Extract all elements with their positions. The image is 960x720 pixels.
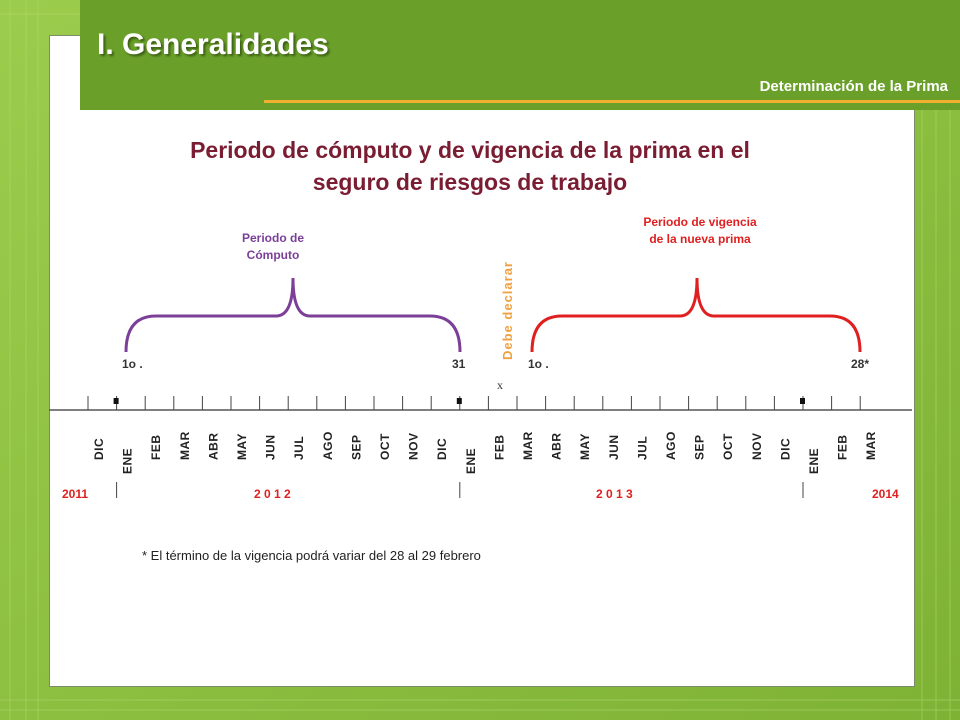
- computo-label-line-1: Periodo de: [241, 231, 304, 245]
- month-label: ENE: [464, 448, 478, 474]
- section-subtitle: Determinación de la Prima: [759, 78, 948, 95]
- vigencia-label-line-1: Periodo de vigencia: [643, 215, 757, 229]
- month-label: JUN: [607, 434, 621, 460]
- month-label: ENE: [807, 448, 821, 474]
- month-label: MAR: [521, 431, 535, 460]
- computo-end-marker: 31: [452, 357, 466, 371]
- year-separators: [116, 482, 804, 498]
- month-label: MAR: [864, 431, 878, 460]
- year-label-2011: 2011: [62, 487, 89, 501]
- month-label: JUN: [264, 434, 278, 460]
- year-start-marker: [456, 398, 462, 404]
- slide-title-line-1: Periodo de cómputo y de vigencia de la p…: [190, 137, 750, 163]
- content-panel: [49, 35, 915, 687]
- month-label: AGO: [321, 431, 335, 460]
- month-label: DIC: [778, 438, 792, 460]
- vigencia-end-marker: 28*: [851, 357, 870, 371]
- month-label: AGO: [664, 431, 678, 460]
- computo-start-marker: 1o .: [122, 357, 143, 371]
- month-label: DIC: [435, 438, 449, 460]
- vigencia-label-line-2: de la nueva prima: [649, 232, 751, 246]
- year-label-2012: 2 0 1 2: [254, 487, 291, 501]
- month-label: SEP: [349, 434, 363, 460]
- month-label: MAY: [578, 433, 592, 460]
- computo-label-line-2: Cómputo: [246, 248, 300, 262]
- header-bar: [80, 0, 960, 110]
- month-label: ABR: [206, 433, 220, 461]
- month-label: MAY: [235, 433, 249, 460]
- slide-title-line-2: seguro de riesgos de trabajo: [312, 169, 628, 195]
- year-start-marker: [800, 398, 805, 404]
- month-label: ABR: [550, 433, 564, 461]
- year-label-2013: 2 0 1 3: [596, 487, 633, 501]
- month-label: NOV: [750, 432, 764, 460]
- month-label: JUL: [635, 436, 649, 460]
- computo-brace: [124, 277, 462, 353]
- month-label: OCT: [378, 433, 392, 460]
- vigencia-start-marker: 1o .: [528, 357, 549, 371]
- debe-declarar-label: Debe declarar: [500, 261, 515, 360]
- debe-declarar-text: Debe declarar: [500, 261, 515, 360]
- year-label-2014: 2014: [872, 487, 899, 501]
- vigencia-period-label: Periodo de vigencia de la nueva prima: [610, 214, 790, 248]
- month-label: MAR: [178, 431, 192, 460]
- month-label: NOV: [407, 432, 421, 460]
- declaration-x-marker: x: [497, 378, 503, 392]
- month-label: FEB: [492, 435, 506, 461]
- header-accent-line: [264, 100, 960, 103]
- month-label: FEB: [149, 435, 163, 461]
- section-title: I. Generalidades: [97, 28, 329, 61]
- computo-period-label: Periodo de Cómputo: [216, 230, 330, 264]
- year-start-marker: [113, 398, 119, 404]
- footnote: * El término de la vigencia podrá variar…: [142, 548, 481, 563]
- vigencia-brace: [530, 277, 862, 353]
- month-ticks: DIC ENE FEB MAR ABR MAY JUN JUL AGO SEP OCT NOV DIC E…: [87, 396, 878, 474]
- month-label: ENE: [121, 448, 135, 474]
- month-label: FEB: [836, 435, 850, 461]
- month-label: DIC: [92, 438, 106, 460]
- month-label: JUL: [292, 436, 306, 460]
- slide-title: Periodo de cómputo y de vigencia de la p…: [110, 134, 830, 198]
- month-label: SEP: [693, 434, 707, 460]
- month-label: OCT: [721, 433, 735, 460]
